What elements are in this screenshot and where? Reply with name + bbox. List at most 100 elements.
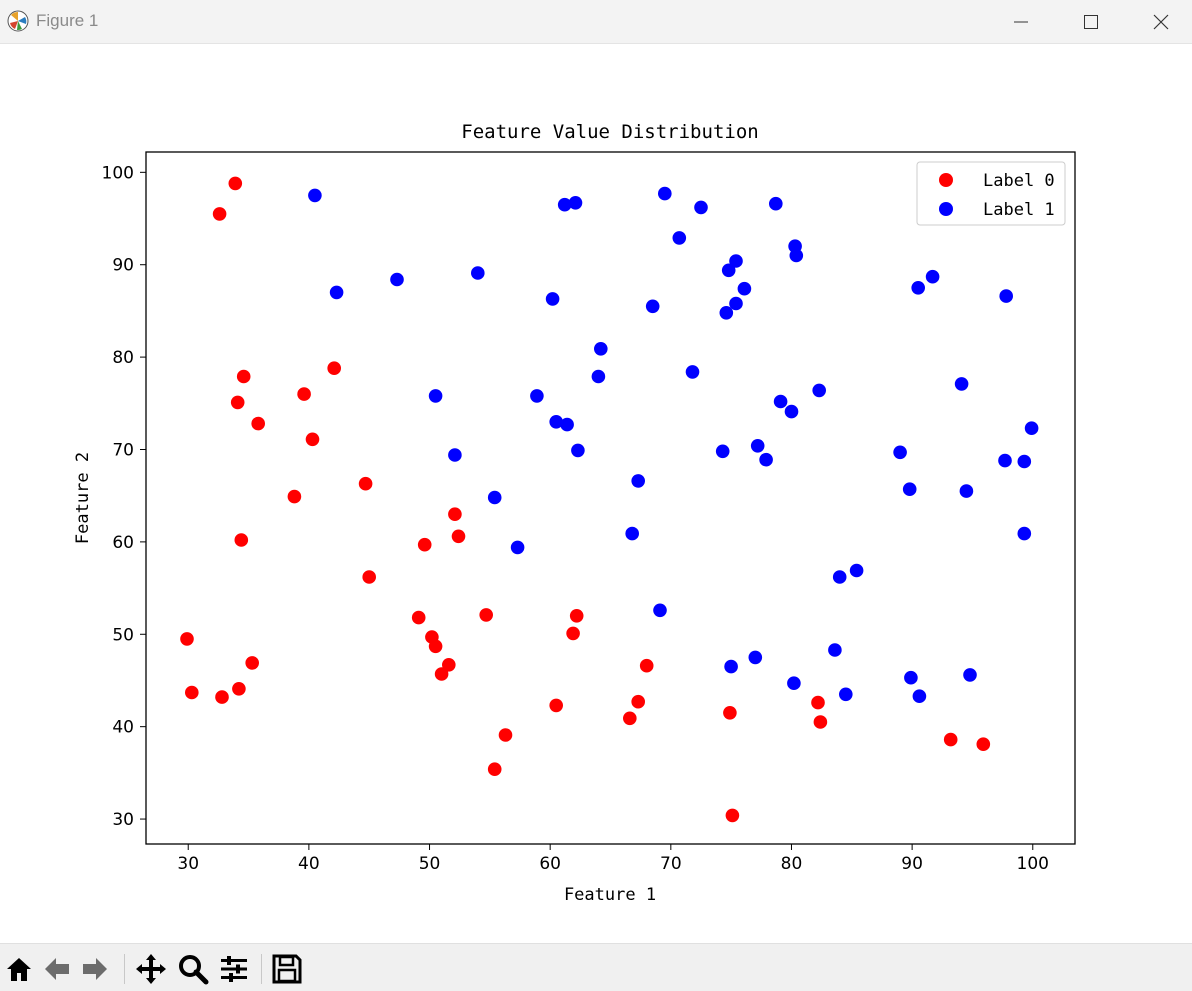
scatter-point-label-1 — [729, 254, 743, 268]
scatter-point-label-1 — [719, 306, 734, 320]
scatter-point-label-0 — [215, 690, 229, 704]
scatter-point-label-0 — [245, 656, 259, 670]
scatter-point-label-1 — [471, 266, 485, 280]
figure-canvas[interactable]: Feature Value Distribution 30 40 50 60 70 80 9… — [0, 44, 1192, 942]
y-tick-label: 40 — [112, 718, 134, 738]
chart-title: Feature Value Distribution — [461, 121, 758, 143]
pan-button[interactable] — [134, 952, 168, 986]
scatter-point-label-0 — [287, 489, 302, 504]
scatter-point-label-1 — [545, 292, 560, 306]
scatter-point-label-1 — [329, 285, 344, 300]
scatter-point-label-0 — [725, 808, 740, 823]
scatter-point-label-1 — [390, 272, 404, 287]
close-button[interactable] — [1131, 0, 1191, 43]
scatter-point-label-0 — [297, 387, 311, 401]
scatter-point-label-1 — [999, 289, 1013, 303]
plot-area-frame — [145, 151, 1076, 845]
scatter-point-label-1 — [625, 526, 639, 541]
y-tick-label: 100 — [102, 163, 134, 183]
scatter-point-label-1 — [925, 269, 940, 284]
scatter-point-label-0 — [234, 533, 249, 547]
scatter-point-label-0 — [362, 570, 377, 584]
scatter-point-label-0 — [327, 361, 342, 376]
window-titlebar: Figure 1 — [0, 0, 1192, 44]
scatter-points — [180, 176, 1039, 823]
x-axis-label: Feature 1 — [564, 885, 656, 905]
scatter-point-label-0 — [723, 706, 737, 720]
scatter-point-label-0 — [236, 369, 251, 384]
save-button[interactable] — [270, 952, 304, 986]
scatter-point-label-0 — [251, 416, 265, 431]
y-tick-label: 70 — [112, 440, 134, 460]
legend-marker-label-1 — [939, 202, 953, 216]
scatter-point-label-0 — [451, 529, 466, 544]
forward-button[interactable] — [78, 952, 112, 986]
move-icon — [136, 954, 166, 984]
maximize-button[interactable] — [1061, 0, 1121, 43]
scatter-point-label-0 — [813, 715, 828, 729]
scatter-point-label-0 — [566, 626, 580, 641]
scatter-point-label-0 — [639, 658, 654, 673]
back-arrow-icon — [45, 958, 69, 980]
scatter-point-label-1 — [672, 231, 687, 245]
legend-box — [916, 161, 1066, 226]
legend-marker-label-0 — [939, 173, 953, 187]
minimize-button[interactable] — [991, 0, 1051, 43]
axis-ticks: 30 40 50 60 70 80 90 100 30 40 50 60 70 80 90 100 — [102, 163, 1049, 874]
navigation-toolbar — [0, 943, 1192, 991]
scatter-point-label-0 — [411, 610, 426, 625]
scatter-point-label-0 — [442, 658, 456, 672]
scatter-point-label-1 — [912, 689, 927, 703]
zoom-button[interactable] — [176, 952, 210, 986]
scatter-point-label-1 — [954, 377, 969, 391]
scatter-point-label-1 — [560, 417, 574, 432]
scatter-point-label-0 — [417, 537, 432, 552]
scatter-point-label-0 — [230, 395, 245, 410]
scatter-point-label-1 — [828, 643, 842, 657]
scatter-point-label-1 — [591, 369, 606, 384]
scatter-point-label-1 — [998, 453, 1012, 468]
home-icon — [7, 958, 31, 981]
scatter-point-label-0 — [976, 737, 991, 751]
scatter-point-label-1 — [759, 452, 773, 467]
scatter-point-label-0 — [448, 507, 462, 521]
scatter-point-label-1 — [1017, 454, 1032, 469]
scatter-point-label-1 — [557, 197, 572, 212]
scatter-point-label-1 — [769, 196, 783, 211]
scatter-point-label-0 — [549, 698, 563, 713]
scatter-point-label-0 — [623, 711, 637, 726]
scatter-point-label-0 — [811, 695, 825, 710]
scatter-point-label-1 — [773, 394, 788, 409]
x-tick-label: 80 — [781, 854, 803, 874]
y-tick-label: 50 — [112, 625, 134, 645]
scatter-point-label-1 — [902, 482, 917, 497]
back-button[interactable] — [40, 952, 74, 986]
y-tick-label: 90 — [112, 256, 134, 276]
scatter-point-label-1 — [750, 439, 765, 453]
scatter-point-label-0 — [232, 682, 246, 696]
y-tick-label: 30 — [112, 810, 134, 830]
scatter-point-label-0 — [498, 728, 513, 742]
scatter-point-label-1 — [737, 281, 752, 296]
forward-arrow-icon — [83, 958, 107, 980]
scatter-point-label-0 — [434, 667, 449, 681]
scatter-point-label-1 — [832, 570, 847, 584]
maximize-icon — [1084, 14, 1098, 29]
x-tick-label: 30 — [177, 854, 199, 874]
scatter-point-label-1 — [645, 299, 660, 314]
minimize-icon — [1014, 21, 1028, 22]
scatter-point-label-0 — [228, 176, 243, 191]
scatter-point-label-1 — [812, 383, 826, 398]
scatter-point-label-1 — [448, 448, 462, 462]
floppy-disk-icon — [272, 954, 302, 984]
scatter-point-label-1 — [784, 404, 799, 419]
x-tick-label: 40 — [298, 854, 320, 874]
configure-subplots-button[interactable] — [217, 952, 251, 986]
window-title: Figure 1 — [36, 11, 99, 30]
scatter-point-label-1 — [748, 650, 763, 665]
scatter-point-label-1 — [571, 443, 585, 458]
toolbar-separator — [261, 954, 262, 984]
x-tick-label: 70 — [660, 854, 682, 874]
magnifier-icon — [179, 955, 209, 985]
home-button[interactable] — [2, 952, 36, 986]
